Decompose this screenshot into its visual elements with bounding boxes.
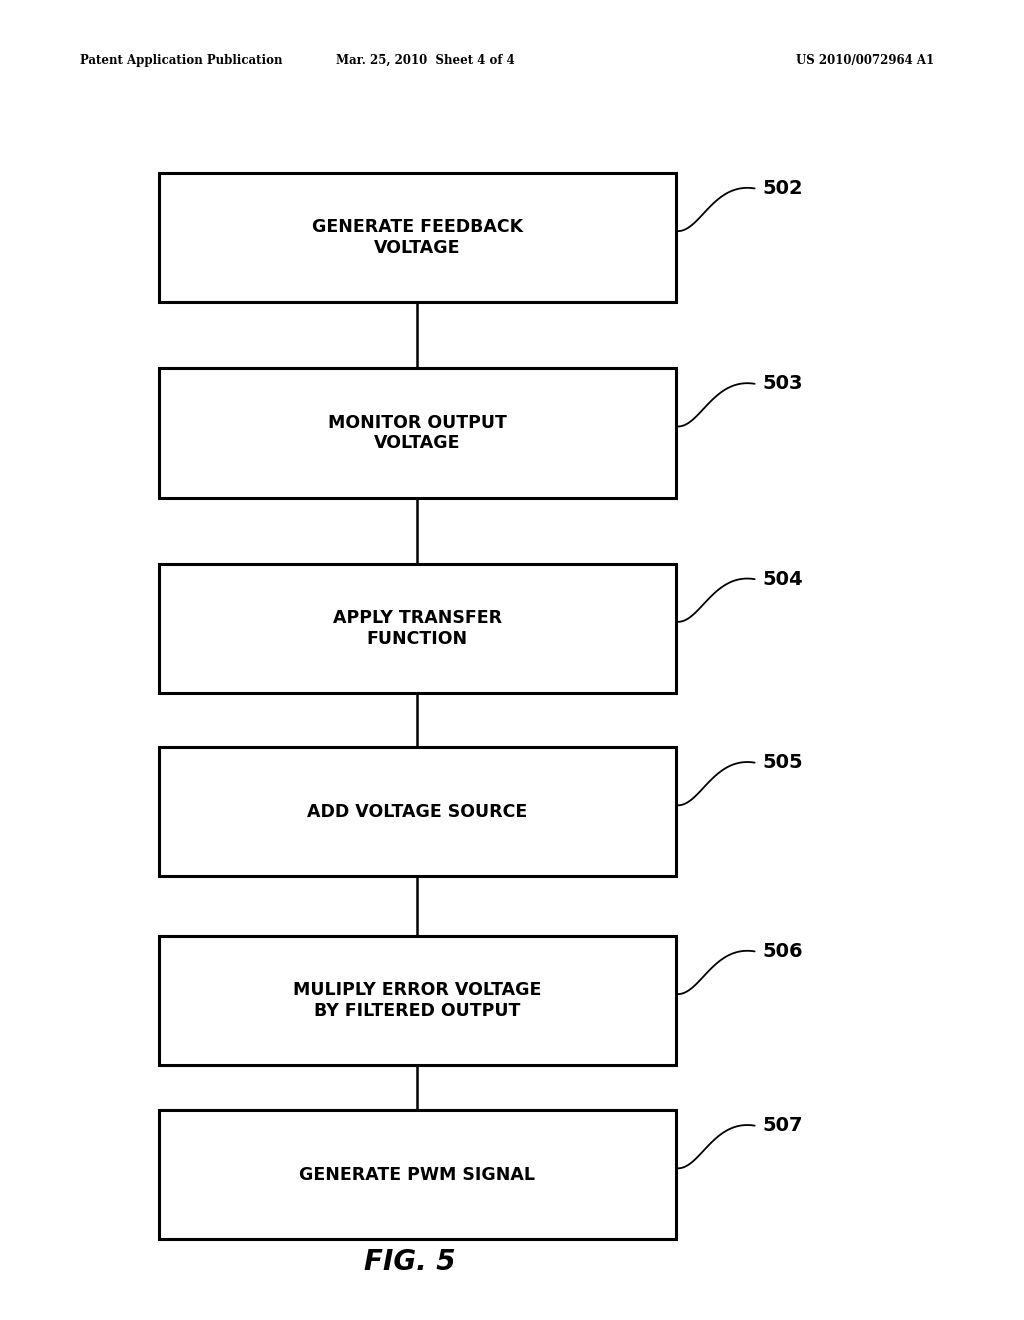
Text: GENERATE FEEDBACK
VOLTAGE: GENERATE FEEDBACK VOLTAGE (311, 218, 523, 257)
Text: 503: 503 (763, 375, 804, 393)
Text: ADD VOLTAGE SOURCE: ADD VOLTAGE SOURCE (307, 803, 527, 821)
Text: Patent Application Publication: Patent Application Publication (80, 54, 283, 67)
Text: 505: 505 (763, 754, 804, 772)
Bar (159, 747, 676, 876)
Text: 502: 502 (763, 180, 804, 198)
Bar (159, 173, 676, 302)
Text: 507: 507 (763, 1117, 804, 1135)
Text: GENERATE PWM SIGNAL: GENERATE PWM SIGNAL (299, 1166, 536, 1184)
Text: Mar. 25, 2010  Sheet 4 of 4: Mar. 25, 2010 Sheet 4 of 4 (336, 54, 514, 67)
Text: MONITOR OUTPUT
VOLTAGE: MONITOR OUTPUT VOLTAGE (328, 413, 507, 453)
Text: MULIPLY ERROR VOLTAGE
BY FILTERED OUTPUT: MULIPLY ERROR VOLTAGE BY FILTERED OUTPUT (293, 981, 542, 1020)
Text: 506: 506 (763, 942, 804, 961)
Bar (159, 368, 676, 498)
Text: 504: 504 (763, 570, 804, 589)
Bar (159, 564, 676, 693)
Text: APPLY TRANSFER
FUNCTION: APPLY TRANSFER FUNCTION (333, 609, 502, 648)
Bar (159, 936, 676, 1065)
Text: US 2010/0072964 A1: US 2010/0072964 A1 (797, 54, 934, 67)
Text: FIG. 5: FIG. 5 (364, 1247, 456, 1276)
Bar (159, 1110, 676, 1239)
